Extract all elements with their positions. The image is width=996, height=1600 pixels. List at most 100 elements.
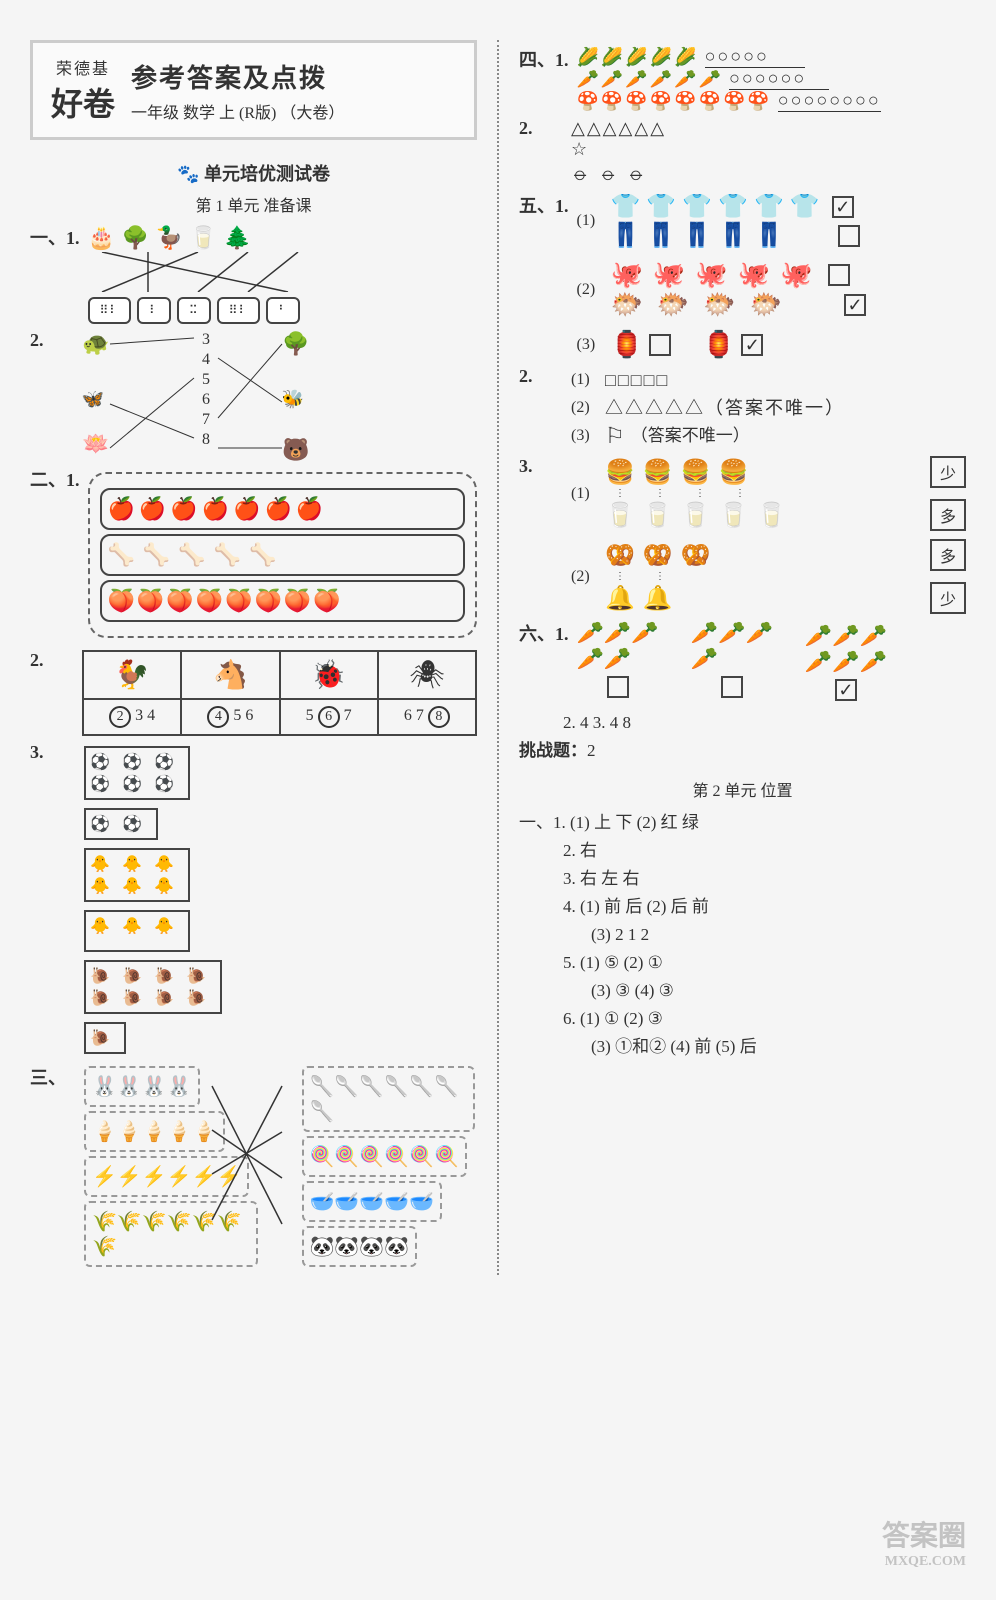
bones: 🦴🦴🦴🦴🦴 — [108, 542, 285, 568]
nums-b: 4 5 6 — [182, 700, 280, 734]
q2-1-content: 🍎🍎🍎🍎🍎🍎🍎 🦴🦴🦴🦴🦴 🍑🍑🍑🍑🍑🍑🍑🍑 — [88, 472, 478, 638]
crossed-circles: ⦵ ⦵ ⦵ — [571, 160, 966, 186]
lollipops: 🍭🍭🍭🍭🍭🍭 — [302, 1136, 467, 1177]
q5-3-2: (2) 🥨🥨🥨 多 ⋮⋮ 🔔🔔 少 — [571, 539, 966, 614]
bowls: 🥣🥣🥣🥣🥣 — [302, 1181, 443, 1222]
u2-l0: 一、1. (1) 上 下 (2) 红 绿 — [519, 809, 966, 837]
corn-icons: 🌽🌽🌽🌽🌽 — [577, 47, 699, 68]
q1-1-top: 🎂 🌳 🦆 🥛 🌲 — [88, 224, 478, 252]
bone-row: 🦴🦴🦴🦴🦴 — [100, 534, 466, 576]
left-column: 荣德基 好卷 参考答案及点拨 一年级 数学 上 (R版) （大卷） 🐾 单元培优… — [30, 40, 477, 1275]
dots-3: ⠇ — [137, 297, 171, 324]
q2-2: 2. 🐓 🐴 🐞 🕷 2 3 4 4 5 6 5 6 7 6 7 8 — [30, 650, 477, 736]
q2-2-table: 🐓 🐴 🐞 🕷 — [82, 650, 477, 700]
bells: 🔔🔔 — [605, 584, 681, 613]
q5-2-3: (3) ⚐ （答案不唯一） — [571, 422, 966, 450]
q2-1: 二、1. 🍎🍎🍎🍎🍎🍎🍎 🦴🦴🦴🦴🦴 🍑🍑🍑🍑🍑🍑🍑🍑 — [30, 466, 477, 644]
dots-4: ⠭ — [177, 297, 211, 324]
u2-l6: (3) ③ (4) ③ — [591, 977, 966, 1005]
challenge-ans: 2 — [587, 741, 596, 760]
snails-row: 🐌🐌🐌🐌🐌🐌🐌🐌 — [82, 956, 477, 1018]
s532-body: 🥨🥨🥨 多 ⋮⋮ 🔔🔔 少 — [605, 539, 966, 614]
cell-bug: 🐞 — [281, 652, 379, 698]
jelly-row: 🐙🐙🐙🐙🐙 — [611, 260, 967, 290]
q3-right: 🥄🥄🥄🥄🥄🥄🥄 🍭🍭🍭🍭🍭🍭 🥣🥣🥣🥣🥣 🐼🐼🐼🐼 — [300, 1064, 478, 1269]
sub1-n: (1) — [577, 212, 605, 230]
pants-row: 👖👖👖👖👖 — [611, 221, 967, 250]
q2-3-label: 3. — [30, 742, 74, 763]
burgers: 🍔🍔🍔🍔 — [605, 458, 757, 487]
icecream: 🍦🍦🍦🍦🍦 — [84, 1111, 225, 1152]
box-g2 — [721, 676, 743, 698]
nums-c: 5 6 7 — [281, 700, 379, 734]
q5-1-2: (2) 🐙🐙🐙🐙🐙 🐡🐡🐡🐡 — [577, 260, 967, 320]
q5-1-label: 五、1. — [519, 192, 569, 218]
section-header: 🐾 单元培优测试卷 — [30, 160, 477, 186]
pine-icon: 🌲 — [224, 224, 252, 252]
q4-1-r3: 🍄🍄🍄🍄🍄🍄🍄🍄 ○○○○○○○○ — [577, 90, 967, 112]
pants: 👖👖👖👖👖 — [611, 221, 790, 250]
title-block: 参考答案及点拨 一年级 数学 上 (R版) （大卷） — [131, 58, 344, 123]
dotted-lines1: ⋮⋮⋮⋮ — [615, 488, 966, 499]
whistle-row: 🥨🥨🥨 多 — [605, 539, 966, 571]
right-column: 四、1. 🌽🌽🌽🌽🌽 ○○○○○ 🥕🥕🥕🥕🥕🥕 ○○○○○○ 🍄🍄🍄🍄🍄🍄🍄🍄 … — [519, 40, 966, 1275]
brand-logo: 好卷 — [51, 79, 115, 125]
whistles: 🥨🥨🥨 — [605, 541, 719, 570]
blank1: ○○○○○ — [705, 46, 805, 68]
header-box: 荣德基 好卷 参考答案及点拨 一年级 数学 上 (R版) （大卷） — [30, 40, 477, 140]
dots-2: ⠃ — [266, 297, 300, 324]
dots-5b: ⠿⠇ — [217, 297, 261, 324]
balls-box2: ⚽⚽ — [84, 808, 158, 840]
challenge: 挑战题：2 — [519, 737, 966, 765]
q2-1-label: 二、1. — [30, 466, 80, 492]
cell-horse: 🐴 — [182, 652, 280, 698]
rabbits: 🐰🐰🐰🐰 — [84, 1066, 200, 1107]
star: ☆ — [571, 139, 966, 160]
q5-3-content: (1) 🍔🍔🍔🍔 少 ⋮⋮⋮⋮ 🥛🥛🥛🥛🥛 多 — [571, 456, 966, 614]
q5-3-label: 3. — [519, 456, 563, 477]
snails-box1: 🐌🐌🐌🐌🐌🐌🐌🐌 — [84, 960, 222, 1014]
check-jelly — [828, 264, 850, 286]
paw-icon: 🐾 — [177, 164, 199, 184]
mushroom-icons: 🍄🍄🍄🍄🍄🍄🍄🍄 — [577, 91, 772, 112]
q2-2-nums: 2 3 4 4 5 6 5 6 7 6 7 8 — [82, 700, 477, 736]
peach-row: 🍑🍑🍑🍑🍑🍑🍑🍑 — [100, 580, 466, 622]
u2-l3: 4. (1) 前 后 (2) 后 前 — [563, 893, 966, 921]
q2-2-label: 2. — [30, 650, 74, 671]
q3-content: 🐰🐰🐰🐰 🍦🍦🍦🍦🍦 ⚡⚡⚡⚡⚡⚡ 🌾🌾🌾🌾🌾🌾🌾 🥄🥄🥄🥄🥄🥄🥄 🍭🍭🍭🍭🍭🍭… — [82, 1064, 477, 1269]
ans-few1: 少 — [930, 456, 966, 488]
burger-row: 🍔🍔🍔🍔 少 — [605, 456, 966, 488]
balls-row2: ⚽⚽ — [82, 804, 477, 844]
watermark: 答案圈 MXQE.COM — [882, 1514, 966, 1570]
sub2-n: (2) — [577, 281, 605, 299]
q6-1: 六、1. 🥕🥕🥕 🥕🥕 🥕🥕🥕 🥕 — [519, 620, 966, 703]
cell-spider: 🕷 — [379, 652, 475, 698]
apples: 🍎🍎🍎🍎🍎🍎🍎 — [108, 496, 328, 522]
bell-row: 🔔🔔 少 — [605, 582, 966, 614]
balls-box1: ⚽⚽⚽⚽⚽⚽ — [84, 746, 190, 800]
q1-2-label: 2. — [30, 330, 74, 351]
q2-2-content: 🐓 🐴 🐞 🕷 2 3 4 4 5 6 5 6 7 6 7 8 — [82, 650, 477, 736]
q5-2-label: 2. — [519, 366, 563, 387]
carrot-groups: 🥕🥕🥕 🥕🥕 🥕🥕🥕 🥕 🥕🥕🥕 🥕🥕🥕 — [577, 620, 967, 703]
carrot-g3: 🥕🥕🥕 🥕🥕🥕 — [805, 623, 887, 701]
q3-label: 三、 — [30, 1064, 74, 1090]
blank3: ○○○○○○○○ — [778, 90, 881, 112]
check-pants — [838, 225, 860, 247]
q3-left: 🐰🐰🐰🐰 🍦🍦🍦🍦🍦 ⚡⚡⚡⚡⚡⚡ 🌾🌾🌾🌾🌾🌾🌾 — [82, 1064, 260, 1269]
q1-1-lines — [88, 252, 348, 292]
unit2-title: 第 2 单元 位置 — [519, 777, 966, 801]
watermark-main: 答案圈 — [882, 1521, 966, 1552]
s532n: (2) — [571, 568, 599, 586]
brand: 荣德基 好卷 — [51, 55, 115, 125]
q3: 三、 🐰🐰🐰🐰 🍦🍦🍦🍦🍦 ⚡⚡⚡⚡⚡⚡ 🌾🌾🌾🌾🌾🌾🌾 🥄🥄🥄🥄🥄🥄🥄 🍭🍭🍭… — [30, 1064, 477, 1269]
shirts-row: 👕👕👕👕👕👕 — [611, 192, 967, 221]
ans-few2: 少 — [930, 582, 966, 614]
q4-1: 四、1. 🌽🌽🌽🌽🌽 ○○○○○ 🥕🥕🥕🥕🥕🥕 ○○○○○○ 🍄🍄🍄🍄🍄🍄🍄🍄 … — [519, 46, 966, 112]
u2-l1: 2. 右 — [563, 837, 966, 865]
title-main: 参考答案及点拨 — [131, 58, 344, 95]
q5-1: 五、1. (1) 👕👕👕👕👕👕 👖👖👖👖👖 — [519, 192, 966, 360]
q4-2-label: 2. — [519, 118, 563, 139]
q1-1-bottom: ⠿⠇ ⠇ ⠭ ⠿⠇ ⠃ — [88, 297, 478, 324]
q1-2-lines — [82, 330, 342, 460]
